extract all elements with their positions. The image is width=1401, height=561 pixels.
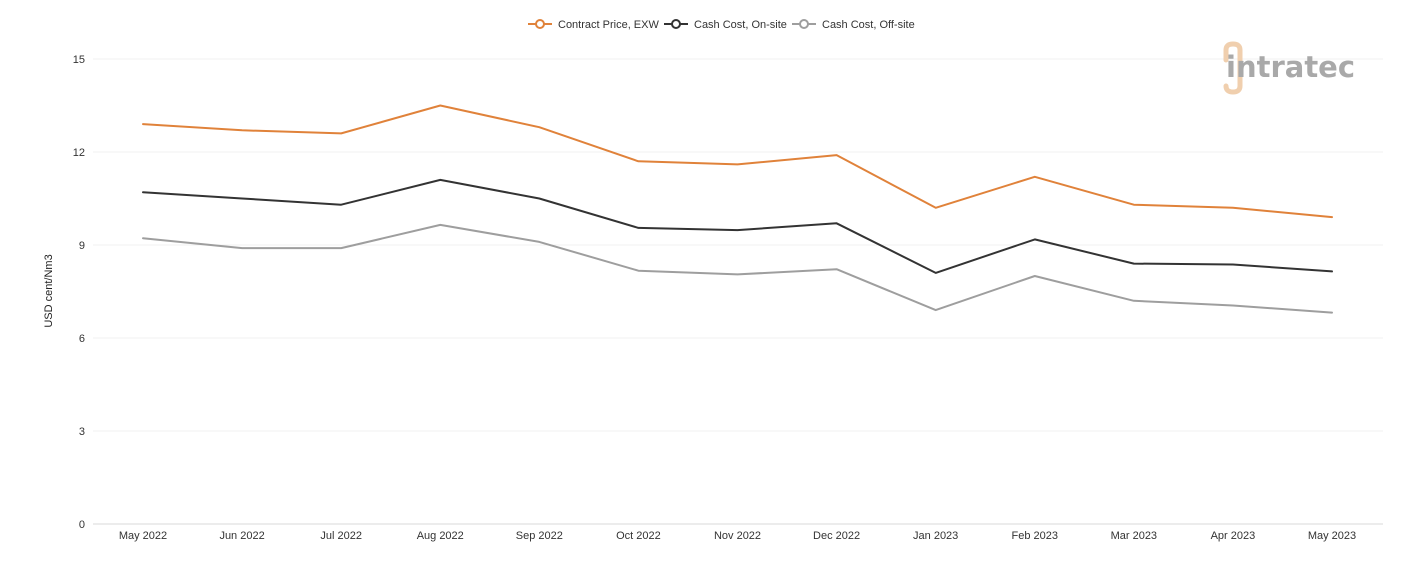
x-tick-label: Feb 2023 <box>1012 530 1058 542</box>
x-tick-label: May 2023 <box>1308 530 1356 542</box>
legend[interactable]: Contract Price, EXW Cash Cost, On-site Cas… <box>528 19 915 31</box>
legend-marker-icon <box>535 19 545 29</box>
legend-label: Cash Cost, On-site <box>694 19 787 31</box>
legend-marker-icon <box>671 19 681 29</box>
legend-label: Cash Cost, Off-site <box>822 19 915 31</box>
y-tick-label: 6 <box>79 333 85 345</box>
y-tick-label: 0 <box>79 519 85 531</box>
gridlines <box>93 58 1383 525</box>
y-tick-label: 9 <box>79 240 85 252</box>
x-tick-label: Nov 2022 <box>714 530 761 542</box>
x-tick-label: Oct 2022 <box>616 530 661 542</box>
x-tick-label: May 2022 <box>119 530 167 542</box>
y-tick-label: 15 <box>73 54 85 66</box>
y-axis-title: USD cent/Nm3 <box>43 254 55 327</box>
intratec-logo: intratec <box>1223 41 1355 95</box>
y-tick-label: 3 <box>79 426 85 438</box>
x-tick-label: Dec 2022 <box>813 530 860 542</box>
legend-item-0[interactable]: Contract Price, EXW <box>528 19 659 31</box>
series-line-2 <box>142 223 1333 314</box>
x-tick-label: Apr 2023 <box>1211 530 1256 542</box>
logo-wordmark: intratec <box>1226 50 1355 84</box>
x-tick-label: Aug 2022 <box>417 530 464 542</box>
series-line-0 <box>142 104 1333 219</box>
x-tick-label: Jul 2022 <box>320 530 362 542</box>
legend-label: Contract Price, EXW <box>558 19 659 31</box>
x-tick-label: Sep 2022 <box>516 530 563 542</box>
series-lines <box>142 104 1333 314</box>
x-axis-ticks: May 2022 Jun 2022 Jul 2022 Aug 2022 Sep 2022… <box>119 530 1356 542</box>
y-axis-ticks: 0 3 6 9 12 15 <box>73 54 85 531</box>
x-tick-label: Jan 2023 <box>913 530 958 542</box>
y-tick-label: 12 <box>73 147 85 159</box>
series-line-1 <box>142 178 1333 274</box>
legend-marker-icon <box>799 19 809 29</box>
legend-item-1[interactable]: Cash Cost, On-site <box>664 19 787 31</box>
x-tick-label: Jun 2022 <box>219 530 264 542</box>
legend-item-2[interactable]: Cash Cost, Off-site <box>792 19 915 31</box>
logo-arc-icon <box>1223 41 1243 95</box>
x-tick-label: Mar 2023 <box>1111 530 1157 542</box>
